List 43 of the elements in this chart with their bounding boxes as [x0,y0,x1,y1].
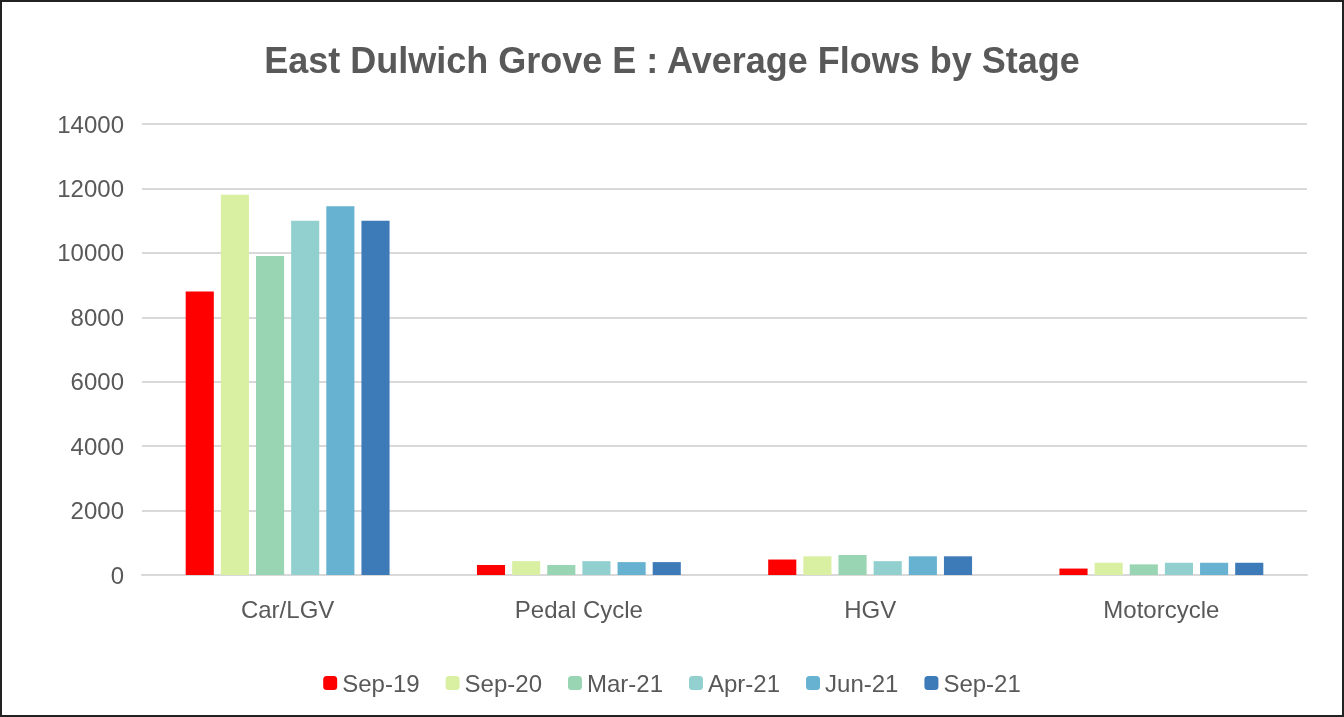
bar [476,565,506,575]
bar [1235,562,1264,575]
legend-label: Jun-21 [825,669,899,697]
legend-label: Sep-20 [464,669,542,697]
bar [873,561,902,575]
chart-title: East Dulwich Grove E : Average Flows by Stage [264,39,1080,81]
y-tick-label: 12000 [57,174,124,202]
bar [547,565,576,575]
bar [361,220,390,575]
x-tick-label: Pedal Cycle [514,595,643,623]
bar [768,559,797,575]
bar [1200,562,1229,575]
legend-label: Apr-21 [708,669,781,697]
bar [838,555,867,575]
bar [1059,568,1088,575]
bar [652,562,681,575]
bar [185,291,214,575]
bar [908,556,937,575]
x-tick-label: HGV [844,595,897,623]
bar [1129,564,1158,575]
bar [617,562,646,575]
y-tick-label: 4000 [70,432,124,460]
bar [291,220,320,575]
y-tick-label: 0 [110,561,124,589]
legend-label: Mar-21 [586,669,664,697]
bar [943,556,973,575]
y-tick-label: 8000 [70,303,124,331]
y-tick-label: 2000 [70,497,124,525]
bar [1094,562,1123,575]
y-tick-label: 14000 [57,110,124,138]
x-tick-label: Motorcycle [1103,595,1220,623]
x-tick-label: Car/LGV [240,595,335,623]
bar [803,556,832,575]
y-tick-label: 10000 [57,239,124,267]
bar [326,206,355,575]
legend-label: Sep-21 [943,669,1021,697]
bar [255,256,285,575]
bar [1164,562,1194,575]
bar [582,561,611,575]
y-tick-label: 6000 [70,368,124,396]
bar [220,194,249,575]
bar [512,561,541,575]
legend-label: Sep-19 [342,669,420,697]
